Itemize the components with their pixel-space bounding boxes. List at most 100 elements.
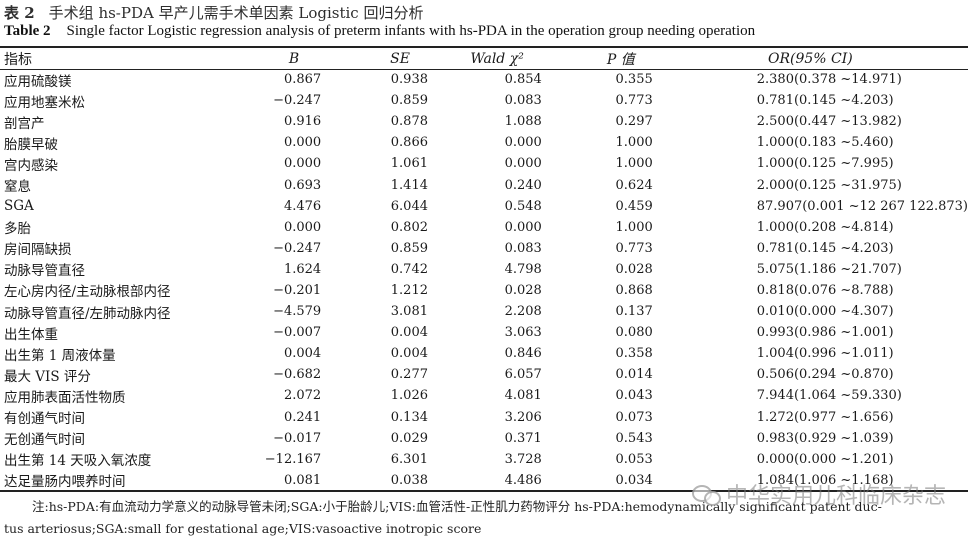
note-line-1: 注:hs-PDA:有血流动力学意义的动脉导管未闭;SGA:小于胎龄儿;VIS:血…	[32, 499, 882, 514]
cell-se: 0.004	[390, 346, 428, 362]
row-indicator: 动脉导管直径	[4, 263, 85, 280]
cell-se: 0.859	[390, 93, 428, 109]
table-label-cn: 表 2	[4, 4, 35, 22]
cell-b: −0.247	[273, 93, 322, 109]
table-row: 出生体重 −0.007 0.004 3.063 0.080 0.993(0.986 ~1.…	[0, 322, 968, 343]
cell-p: 0.868	[615, 282, 653, 298]
cell-p: 1.000	[615, 135, 653, 151]
cell-wald: 6.057	[504, 367, 542, 383]
cell-or: 2.000(0.125 ~31.975)	[756, 177, 902, 193]
cell-or: 1.000(0.125 ~7.995)	[756, 156, 894, 172]
table-row: 剖宫产 0.916 0.878 1.088 0.297 2.500(0.447 ~13.9…	[0, 111, 968, 132]
cell-b: −0.682	[273, 367, 322, 383]
cell-se: 0.277	[390, 367, 428, 383]
cell-se: 0.859	[390, 240, 428, 256]
note-line-2: tus arteriosus;SGA:small for gestational…	[4, 521, 482, 536]
cell-b: −0.017	[273, 430, 322, 446]
row-indicator: 达足量肠内喂养时间	[4, 474, 126, 491]
row-indicator: 多胎	[4, 221, 31, 238]
table-row: 无创通气时间 −0.017 0.029 0.371 0.543 0.983(0.929 ~…	[0, 428, 968, 449]
cell-p: 0.297	[615, 114, 653, 130]
row-indicator: 动脉导管直径/左肺动脉内径	[4, 305, 171, 322]
cell-b: 0.000	[283, 156, 322, 172]
cell-b: 0.000	[283, 135, 322, 151]
cell-p: 0.773	[615, 93, 653, 109]
table-title-cn-text: 手术组 hs-PDA 早产儿需手术单因素 Logistic 回归分析	[48, 4, 424, 22]
cell-wald: 0.000	[504, 156, 542, 172]
wechat-icon	[691, 483, 721, 506]
cell-b: 0.867	[283, 72, 322, 88]
cell-or: 0.781(0.145 ~4.203)	[756, 93, 894, 109]
cell-p: 0.459	[615, 198, 653, 214]
header-row: 指标 B SE Wald χ² P 值 OR(95% CI)	[0, 48, 968, 69]
cell-b: −0.247	[273, 240, 322, 256]
row-indicator: 剖宫产	[4, 115, 45, 132]
table-row: 窒息 0.693 1.414 0.240 0.624 2.000(0.125 ~31.97…	[0, 174, 968, 196]
table-row: 应用硫酸镁 0.867 0.938 0.854 0.355 2.380(0.378 ~14…	[0, 69, 968, 90]
cell-p: 0.543	[615, 430, 653, 446]
col-header-or: OR(95% CI)	[767, 50, 853, 67]
table-row: 达足量肠内喂养时间 0.081 0.038 4.486 0.034 1.084(1.006…	[0, 470, 968, 491]
cell-wald: 0.854	[504, 72, 542, 88]
table-title-en: Table 2 Single factor Logistic regression…	[4, 23, 755, 40]
table-row: 最大 VIS 评分 −0.682 0.277 6.057 0.014 0.506(0.29…	[0, 364, 968, 385]
row-indicator: 出生第 1 周液体量	[4, 347, 116, 364]
cell-se: 3.081	[390, 304, 428, 320]
cell-wald: 4.798	[504, 261, 542, 277]
table-title-cn: 表 2 手术组 hs-PDA 早产儿需手术单因素 Logistic 回归分析	[4, 2, 423, 23]
cell-wald: 4.486	[504, 472, 542, 488]
cell-or: 0.010(0.000 ~4.307)	[756, 304, 894, 320]
table-note: 注:hs-PDA:有血流动力学意义的动脉导管未闭;SGA:小于胎龄儿;VIS:血…	[4, 496, 968, 540]
cell-se: 1.212	[390, 282, 428, 298]
cell-wald: 0.000	[504, 219, 542, 235]
cell-wald: 0.548	[504, 198, 542, 214]
table-row: 动脉导管直径 1.624 0.742 4.798 0.028 5.075(1.186 ~2…	[0, 259, 968, 280]
table-row: 有创通气时间 0.241 0.134 3.206 0.073 1.272(0.977 ~1…	[0, 407, 968, 428]
cell-b: −0.007	[273, 325, 322, 341]
cell-or: 0.781(0.145 ~4.203)	[756, 240, 894, 256]
row-indicator: 出生第 14 天吸入氧浓度	[4, 453, 152, 470]
cell-p: 0.014	[615, 367, 653, 383]
cell-or: 1.000(0.208 ~4.814)	[756, 219, 894, 235]
cell-or: 0.818(0.076 ~8.788)	[756, 282, 894, 298]
row-indicator: 应用肺表面活性物质	[4, 389, 126, 406]
top-rule	[0, 46, 968, 48]
row-indicator: 窒息	[4, 179, 31, 196]
table-row: 动脉导管直径/左肺动脉内径 −4.579 3.081 2.208 0.137 0.010(…	[0, 301, 968, 322]
table-row: 出生第 14 天吸入氧浓度 −12.167 6.301 3.728 0.053 0.000…	[0, 449, 968, 470]
cell-p: 1.000	[615, 156, 653, 172]
cell-or: 1.272(0.977 ~1.656)	[756, 409, 894, 425]
cell-se: 0.134	[390, 409, 428, 425]
cell-b: 0.004	[283, 346, 322, 362]
row-indicator: 有创通气时间	[4, 411, 85, 428]
row-indicator: 房间隔缺损	[4, 242, 72, 259]
cell-wald: 0.083	[504, 93, 542, 109]
cell-se: 6.044	[390, 198, 428, 214]
cell-b: −4.579	[273, 304, 322, 320]
cell-p: 1.000	[615, 219, 653, 235]
cell-wald: 0.083	[504, 240, 542, 256]
cell-p: 0.053	[615, 451, 653, 467]
cell-or: 5.075(1.186 ~21.707)	[756, 261, 902, 277]
cell-se: 6.301	[390, 451, 428, 467]
cell-wald: 0.846	[504, 346, 542, 362]
cell-wald: 1.088	[504, 114, 542, 130]
table-row: 左心房内径/主动脉根部内径 −0.201 1.212 0.028 0.868 0.818(…	[0, 280, 968, 301]
cell-or: 2.380(0.378 ~14.971)	[756, 72, 902, 88]
cell-wald: 2.208	[504, 304, 542, 320]
cell-or: 87.907(0.001 ~12 267 122.873)	[756, 198, 968, 214]
cell-p: 0.137	[615, 304, 653, 320]
cell-wald: 0.028	[504, 282, 542, 298]
cell-se: 1.061	[390, 156, 428, 172]
row-indicator: 应用硫酸镁	[4, 73, 72, 90]
cell-se: 1.026	[390, 388, 428, 404]
table-row: SGA 4.476 6.044 0.548 0.459 87.907(0.001 ~12 …	[0, 196, 968, 217]
row-indicator: 出生体重	[4, 326, 58, 343]
row-indicator: 宫内感染	[4, 157, 58, 174]
cell-p: 0.358	[615, 346, 653, 362]
table-title-en-text: Single factor Logistic regression analys…	[66, 23, 756, 39]
cell-se: 0.038	[390, 472, 428, 488]
col-header-p: P 值	[606, 51, 635, 68]
cell-or: 0.993(0.986 ~1.001)	[756, 325, 894, 341]
regression-table: 指标 B SE Wald χ² P 值 OR(95% CI) 应用硫酸镁 0.86…	[0, 48, 968, 491]
